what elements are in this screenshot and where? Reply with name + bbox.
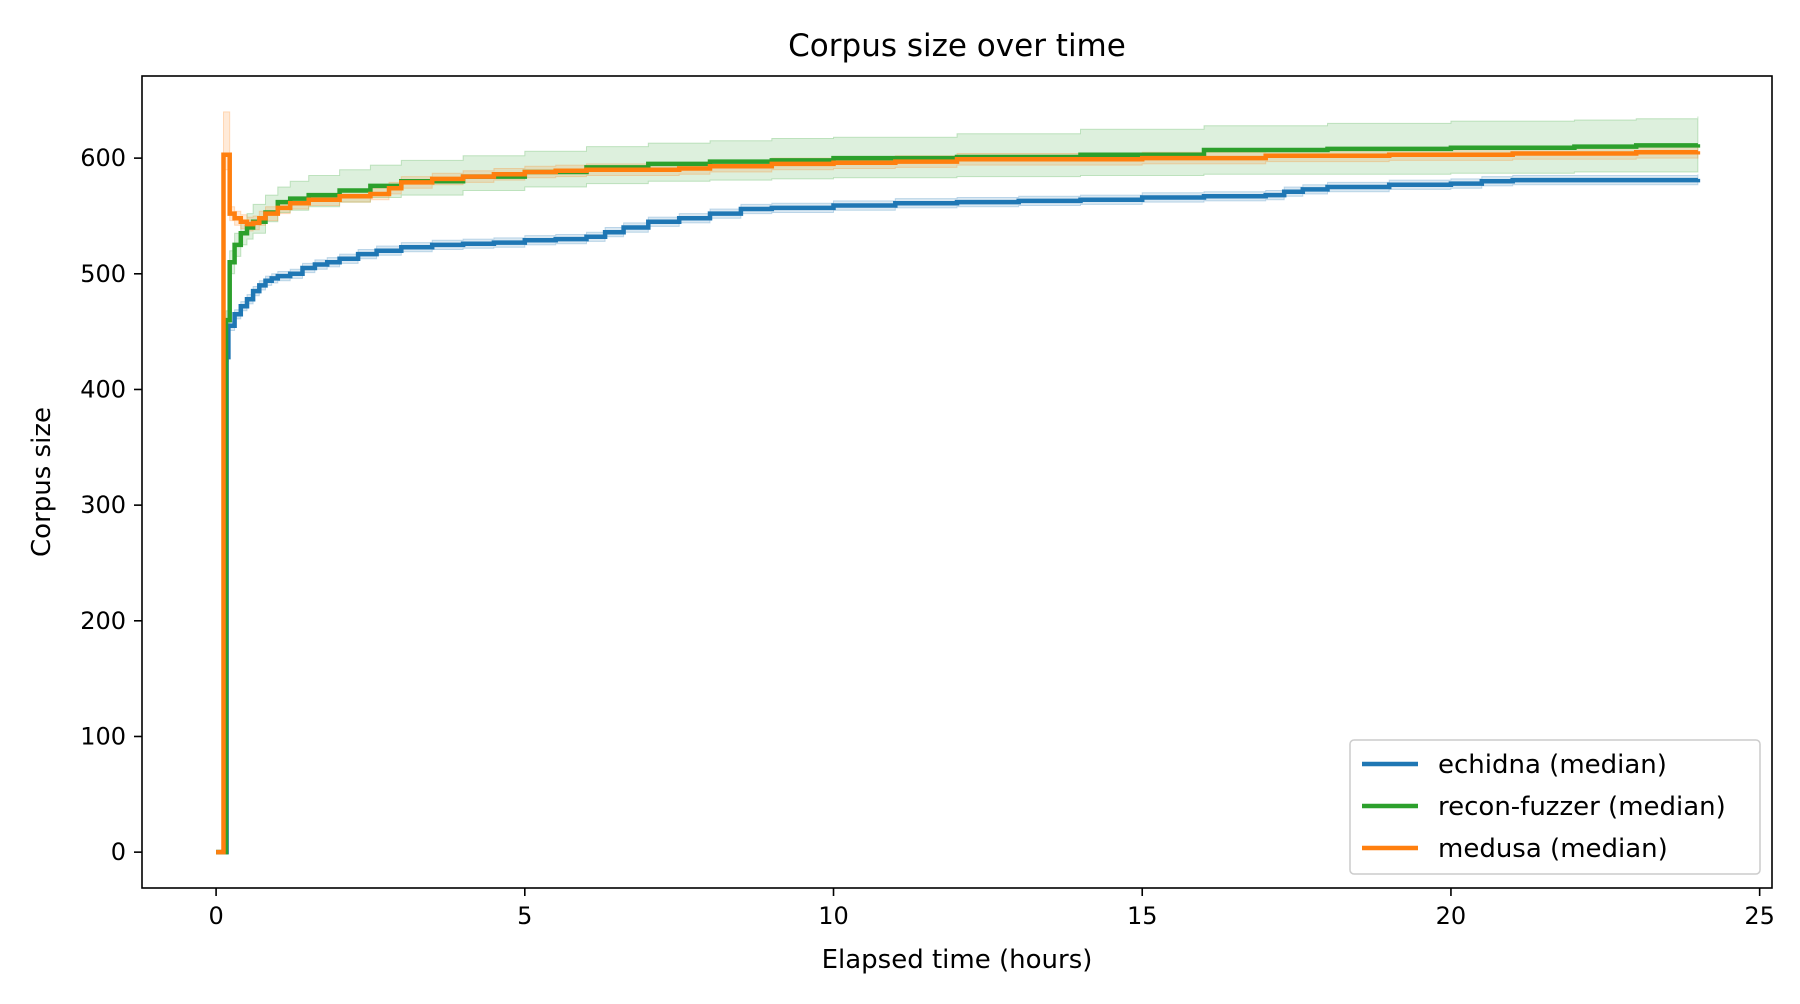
x-axis-ticks: 0 5 10 15 20 25 [208, 888, 1775, 930]
series-line-medusa [216, 150, 1701, 855]
y-tick-label: 300 [80, 491, 126, 519]
y-tick-label: 100 [80, 722, 126, 750]
x-tick-label: 20 [1436, 902, 1467, 930]
y-axis-label: Corpus size [27, 407, 57, 557]
x-tick-label: 10 [818, 902, 849, 930]
y-axis-ticks: 0 100 200 300 400 500 600 [80, 144, 142, 866]
y-tick-label: 600 [80, 144, 126, 172]
x-tick-label: 15 [1127, 902, 1158, 930]
y-tick-label: 500 [80, 260, 126, 288]
x-tick-label: 0 [208, 902, 223, 930]
legend-box [1349, 739, 1761, 875]
y-tick-label: 200 [80, 607, 126, 635]
legend-label-recon-fuzzer: recon-fuzzer (median) [1438, 792, 1726, 822]
legend-label-medusa: medusa (median) [1438, 834, 1668, 864]
legend: echidna (median) recon-fuzzer (median) m… [1349, 739, 1761, 875]
y-tick-label: 0 [111, 838, 126, 866]
series-lines [216, 143, 1701, 855]
plot-frame [141, 75, 1773, 889]
legend-label-echidna: echidna (median) [1438, 750, 1667, 780]
x-tick-label: 5 [517, 902, 532, 930]
series-line-echidna [216, 177, 1701, 855]
x-axis-label: Elapsed time (hours) [822, 945, 1093, 975]
chart-title: Corpus size over time [788, 28, 1126, 64]
x-tick-label: 25 [1744, 902, 1775, 930]
y-tick-label: 400 [80, 375, 126, 403]
